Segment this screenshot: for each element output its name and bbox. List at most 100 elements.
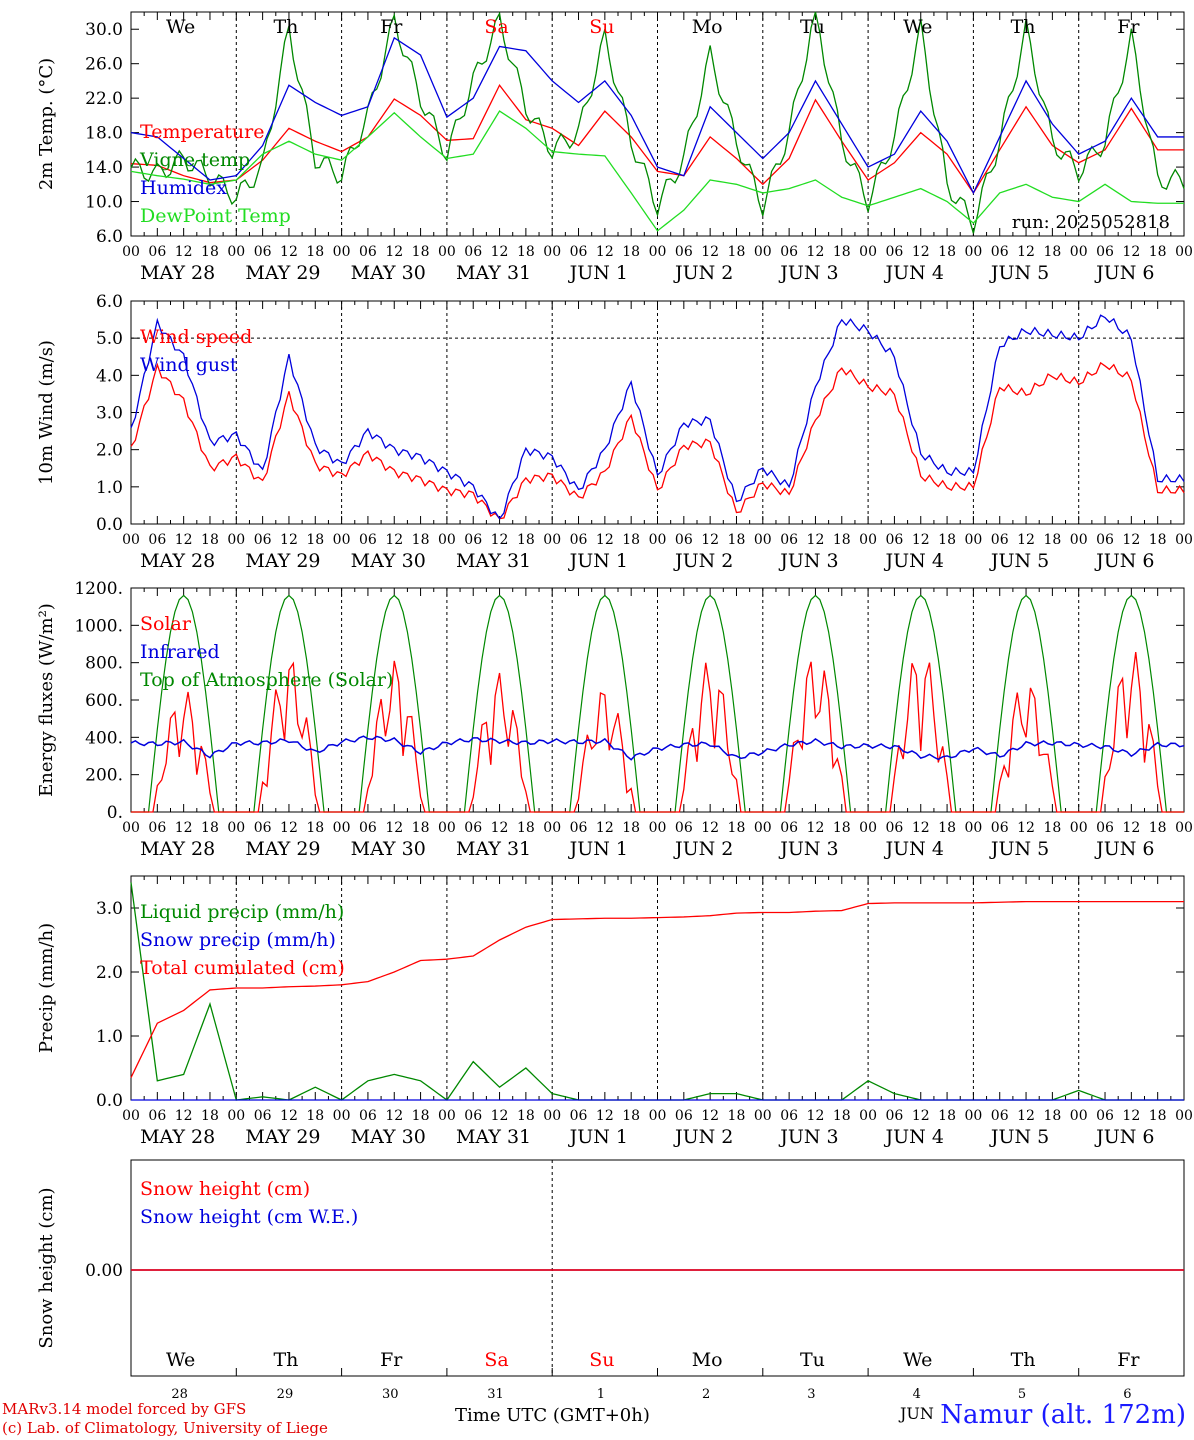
copyright-line: (c) Lab. of Climatology, University of L… <box>2 1419 328 1437</box>
day-number-label: 1 <box>597 1387 605 1402</box>
day-number-label: 30 <box>382 1387 399 1402</box>
hour-tick-label: 12 <box>596 244 614 260</box>
date-label: JUN 2 <box>673 262 733 284</box>
hour-tick-label: 12 <box>175 532 193 548</box>
day-number-label: 29 <box>277 1387 294 1402</box>
hour-tick-label: 00 <box>964 532 982 548</box>
hour-tick-label: 06 <box>359 1108 377 1124</box>
y-tick-label: 18.0 <box>85 124 123 144</box>
hour-tick-label: 12 <box>175 820 193 836</box>
hour-tick-label: 18 <box>517 820 535 836</box>
hour-tick-label: 00 <box>1175 244 1193 260</box>
hour-tick-label: 00 <box>333 1108 351 1124</box>
hour-tick-label: 00 <box>543 820 561 836</box>
hour-tick-label: 18 <box>728 1108 746 1124</box>
hour-tick-label: 06 <box>886 244 904 260</box>
weekday-label: We <box>903 16 932 38</box>
hour-tick-label: 06 <box>359 820 377 836</box>
legend-entry: Vigne temp <box>139 149 250 171</box>
hour-tick-label: 06 <box>886 1108 904 1124</box>
y-tick-label: 3.0 <box>96 404 123 424</box>
hour-tick-label: 06 <box>675 532 693 548</box>
hour-tick-label: 00 <box>438 244 456 260</box>
hour-tick-label: 18 <box>1043 244 1061 260</box>
weekday-label: Fr <box>1117 16 1140 38</box>
hour-tick-label: 18 <box>412 820 430 836</box>
hour-tick-label: 18 <box>938 532 956 548</box>
hour-tick-label: 06 <box>570 532 588 548</box>
hour-tick-label: 12 <box>280 1108 298 1124</box>
hour-tick-label: 18 <box>412 1108 430 1124</box>
weekday-label: Tu <box>800 1349 825 1371</box>
hour-tick-label: 06 <box>1096 532 1114 548</box>
legend-entry: Temperature <box>140 121 264 143</box>
y-tick-label: 0.0 <box>96 1091 123 1111</box>
time-axis-label: Time UTC (GMT+0h) <box>455 1405 650 1426</box>
y-tick-label: 2.0 <box>96 441 123 461</box>
hour-tick-label: 06 <box>886 820 904 836</box>
hour-tick-label: 12 <box>701 244 719 260</box>
date-label: JUN 5 <box>989 262 1049 284</box>
date-label: JUN 6 <box>1094 550 1154 572</box>
hour-tick-label: 06 <box>675 244 693 260</box>
day-number-label: 3 <box>807 1387 815 1402</box>
hour-tick-label: 12 <box>1017 532 1035 548</box>
hour-tick-label: 18 <box>938 244 956 260</box>
hour-tick-label: 18 <box>201 244 219 260</box>
hour-tick-label: 18 <box>833 244 851 260</box>
day-number-label: 2 <box>702 1387 710 1402</box>
series-line-solar <box>131 651 1184 813</box>
hour-tick-label: 00 <box>227 532 245 548</box>
day-number-label: 4 <box>913 1387 921 1402</box>
hour-tick-label: 06 <box>991 244 1009 260</box>
hour-tick-label: 00 <box>859 532 877 548</box>
date-label: JUN 6 <box>1094 262 1154 284</box>
hour-tick-label: 06 <box>254 820 272 836</box>
hour-tick-label: 18 <box>728 820 746 836</box>
date-label: MAY 28 <box>140 550 215 572</box>
y-tick-label: 1000. <box>74 616 123 636</box>
model-line: MARv3.14 model forced by GFS <box>2 1400 247 1418</box>
plot-frame <box>130 11 1185 237</box>
hour-tick-label: 00 <box>1070 244 1088 260</box>
date-label: MAY 29 <box>245 550 320 572</box>
hour-tick-label: 00 <box>754 244 772 260</box>
y-tick-label: 0.0 <box>96 515 123 535</box>
date-label: JUN 1 <box>568 550 628 572</box>
series-line-wind-gust <box>130 314 1185 520</box>
hour-tick-label: 12 <box>1122 532 1140 548</box>
date-label: MAY 30 <box>351 550 426 572</box>
date-label: JUN 3 <box>778 550 838 572</box>
weekday-label: We <box>903 1349 932 1371</box>
hour-tick-label: 06 <box>780 244 798 260</box>
date-label: MAY 29 <box>245 1126 320 1148</box>
hour-tick-label: 12 <box>596 1108 614 1124</box>
y-tick-label: 4.0 <box>96 366 123 386</box>
hour-tick-label: 06 <box>570 820 588 836</box>
hour-tick-label: 00 <box>964 1108 982 1124</box>
hour-tick-label: 12 <box>385 532 403 548</box>
hour-tick-label: 06 <box>148 1108 166 1124</box>
legend-entry: Liquid precip (mm/h) <box>140 901 344 923</box>
y-tick-label: 30.0 <box>85 20 123 40</box>
hour-tick-label: 12 <box>1122 1108 1140 1124</box>
hour-tick-label: 06 <box>1096 1108 1114 1124</box>
series-line-wind-speed <box>130 361 1185 520</box>
hour-tick-label: 18 <box>306 532 324 548</box>
hour-tick-label: 06 <box>991 820 1009 836</box>
y-tick-label: 3.0 <box>96 899 123 919</box>
series-line-dewpoint-temp <box>130 110 1184 232</box>
hour-tick-label: 06 <box>254 532 272 548</box>
hour-tick-label: 06 <box>464 244 482 260</box>
hour-tick-label: 18 <box>517 532 535 548</box>
hour-tick-label: 06 <box>780 532 798 548</box>
hour-tick-label: 18 <box>938 820 956 836</box>
series-line-temperature <box>130 84 1184 195</box>
legend-entry: Wind gust <box>140 354 238 376</box>
hour-tick-label: 06 <box>148 244 166 260</box>
hour-tick-label: 18 <box>833 532 851 548</box>
date-label: JUN 4 <box>884 262 944 284</box>
y-axis-label: 2m Temp. (°C) <box>36 58 57 190</box>
hour-tick-label: 12 <box>596 820 614 836</box>
hour-tick-label: 18 <box>622 1108 640 1124</box>
